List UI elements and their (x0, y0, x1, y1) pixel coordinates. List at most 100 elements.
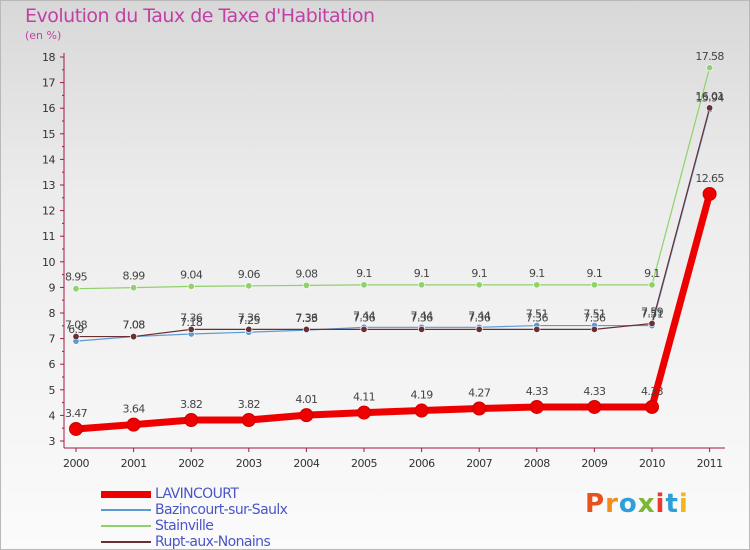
series-line (75, 67, 711, 290)
data-point (414, 403, 429, 418)
data-point (590, 325, 598, 333)
proxiti-logo: Proxiti (585, 489, 689, 519)
y-tick-label: 3 (49, 435, 56, 448)
data-label: 7.36 (295, 311, 318, 324)
y-tick-label: 8 (49, 307, 56, 320)
data-point (126, 417, 141, 432)
data-label: 4.19 (411, 389, 434, 402)
y-tick-label: 13 (42, 179, 55, 192)
x-tick-label: 2000 (63, 457, 89, 470)
data-label: 7.36 (411, 311, 434, 324)
data-label: 12.65 (695, 172, 724, 185)
data-point (475, 281, 483, 289)
data-label: 9.06 (238, 268, 261, 281)
data-point (702, 186, 717, 201)
data-point (418, 325, 426, 333)
legend-item: LAVINCOURT (101, 486, 361, 502)
data-label: 17.58 (695, 50, 724, 63)
data-label: 7.59 (641, 305, 664, 318)
y-tick-label: 15 (42, 128, 55, 141)
data-point (587, 399, 602, 414)
y-tick-label: 4 (49, 409, 56, 422)
data-label: 3.64 (123, 403, 146, 416)
data-label: 7.08 (123, 319, 146, 332)
data-label: 9.1 (471, 267, 487, 280)
data-point (69, 421, 83, 436)
logo-letter: P (585, 489, 606, 519)
data-label: 8.95 (65, 271, 88, 284)
data-point (645, 399, 659, 414)
data-point (418, 281, 426, 289)
data-label: 7.36 (526, 311, 549, 324)
data-label: 8.99 (123, 270, 146, 283)
data-point (241, 413, 256, 428)
data-label: 3.47 (65, 407, 88, 420)
series-line (75, 193, 713, 433)
legend-swatch (101, 490, 151, 498)
y-tick-label: 7 (49, 333, 56, 346)
x-tick-label: 2001 (121, 457, 147, 470)
data-label: 7.51 (583, 308, 605, 321)
data-point (130, 333, 138, 341)
data-point (360, 281, 368, 289)
data-label: 7.51 (526, 308, 548, 321)
series-line (76, 107, 711, 338)
data-label: 7.36 (180, 311, 203, 324)
data-point (72, 285, 80, 293)
legend-item: Rupt-aux-Nonains (101, 534, 361, 550)
data-label: 9.04 (180, 268, 203, 281)
x-tick-label: 2010 (639, 457, 665, 470)
data-point (130, 284, 138, 292)
data-point (529, 399, 544, 414)
y-tick-label: 10 (42, 256, 55, 269)
data-label: 4.11 (353, 391, 375, 404)
x-tick-label: 2003 (236, 457, 262, 470)
data-point (299, 408, 314, 423)
x-tick-label: 2006 (409, 457, 435, 470)
data-label: 4.27 (468, 386, 491, 399)
x-tick-label: 2008 (524, 457, 550, 470)
data-label: 4.33 (641, 385, 664, 398)
data-label: 9.1 (644, 267, 660, 280)
data-point (302, 325, 310, 333)
legend-label: Stainville (155, 518, 214, 534)
y-tick-label: 11 (42, 230, 55, 243)
legend-label: Rupt-aux-Nonains (155, 534, 271, 550)
data-label: 9.1 (414, 267, 430, 280)
legend-item: Bazincourt-sur-Saulx (101, 502, 361, 518)
data-point (475, 325, 483, 333)
logo-letter: i (678, 489, 689, 519)
data-point (360, 325, 368, 333)
logo-letter: i (655, 489, 666, 519)
data-point (184, 413, 199, 428)
x-tick-label: 2005 (351, 457, 377, 470)
data-point (590, 281, 598, 289)
data-label: 9.1 (587, 267, 603, 280)
data-label: 7.44 (411, 309, 434, 322)
legend-label: Bazincourt-sur-Saulx (155, 502, 288, 518)
data-point (706, 64, 714, 72)
data-label: 9.1 (529, 267, 545, 280)
data-label: 3.82 (180, 398, 202, 411)
data-label: 7.36 (353, 311, 376, 324)
data-point (187, 325, 195, 333)
data-label: 4.01 (295, 393, 317, 406)
logo-letter: r (605, 489, 619, 519)
data-label: 9.08 (295, 267, 318, 280)
series-line (75, 109, 711, 342)
data-label: 3.82 (238, 398, 260, 411)
legend-swatch (101, 541, 151, 543)
data-point (187, 282, 195, 290)
chart-title: Evolution du Taux de Taxe d'Habitation (25, 5, 375, 27)
y-tick-label: 18 (42, 51, 55, 64)
data-point (245, 325, 253, 333)
data-label: 15.94 (695, 92, 724, 105)
y-tick-label: 16 (42, 102, 55, 115)
x-tick-label: 2002 (178, 457, 204, 470)
logo-letter: x (637, 489, 656, 519)
data-point (533, 281, 541, 289)
data-point (648, 319, 656, 327)
x-tick-label: 2009 (581, 457, 607, 470)
logo-letter: t (665, 489, 679, 519)
